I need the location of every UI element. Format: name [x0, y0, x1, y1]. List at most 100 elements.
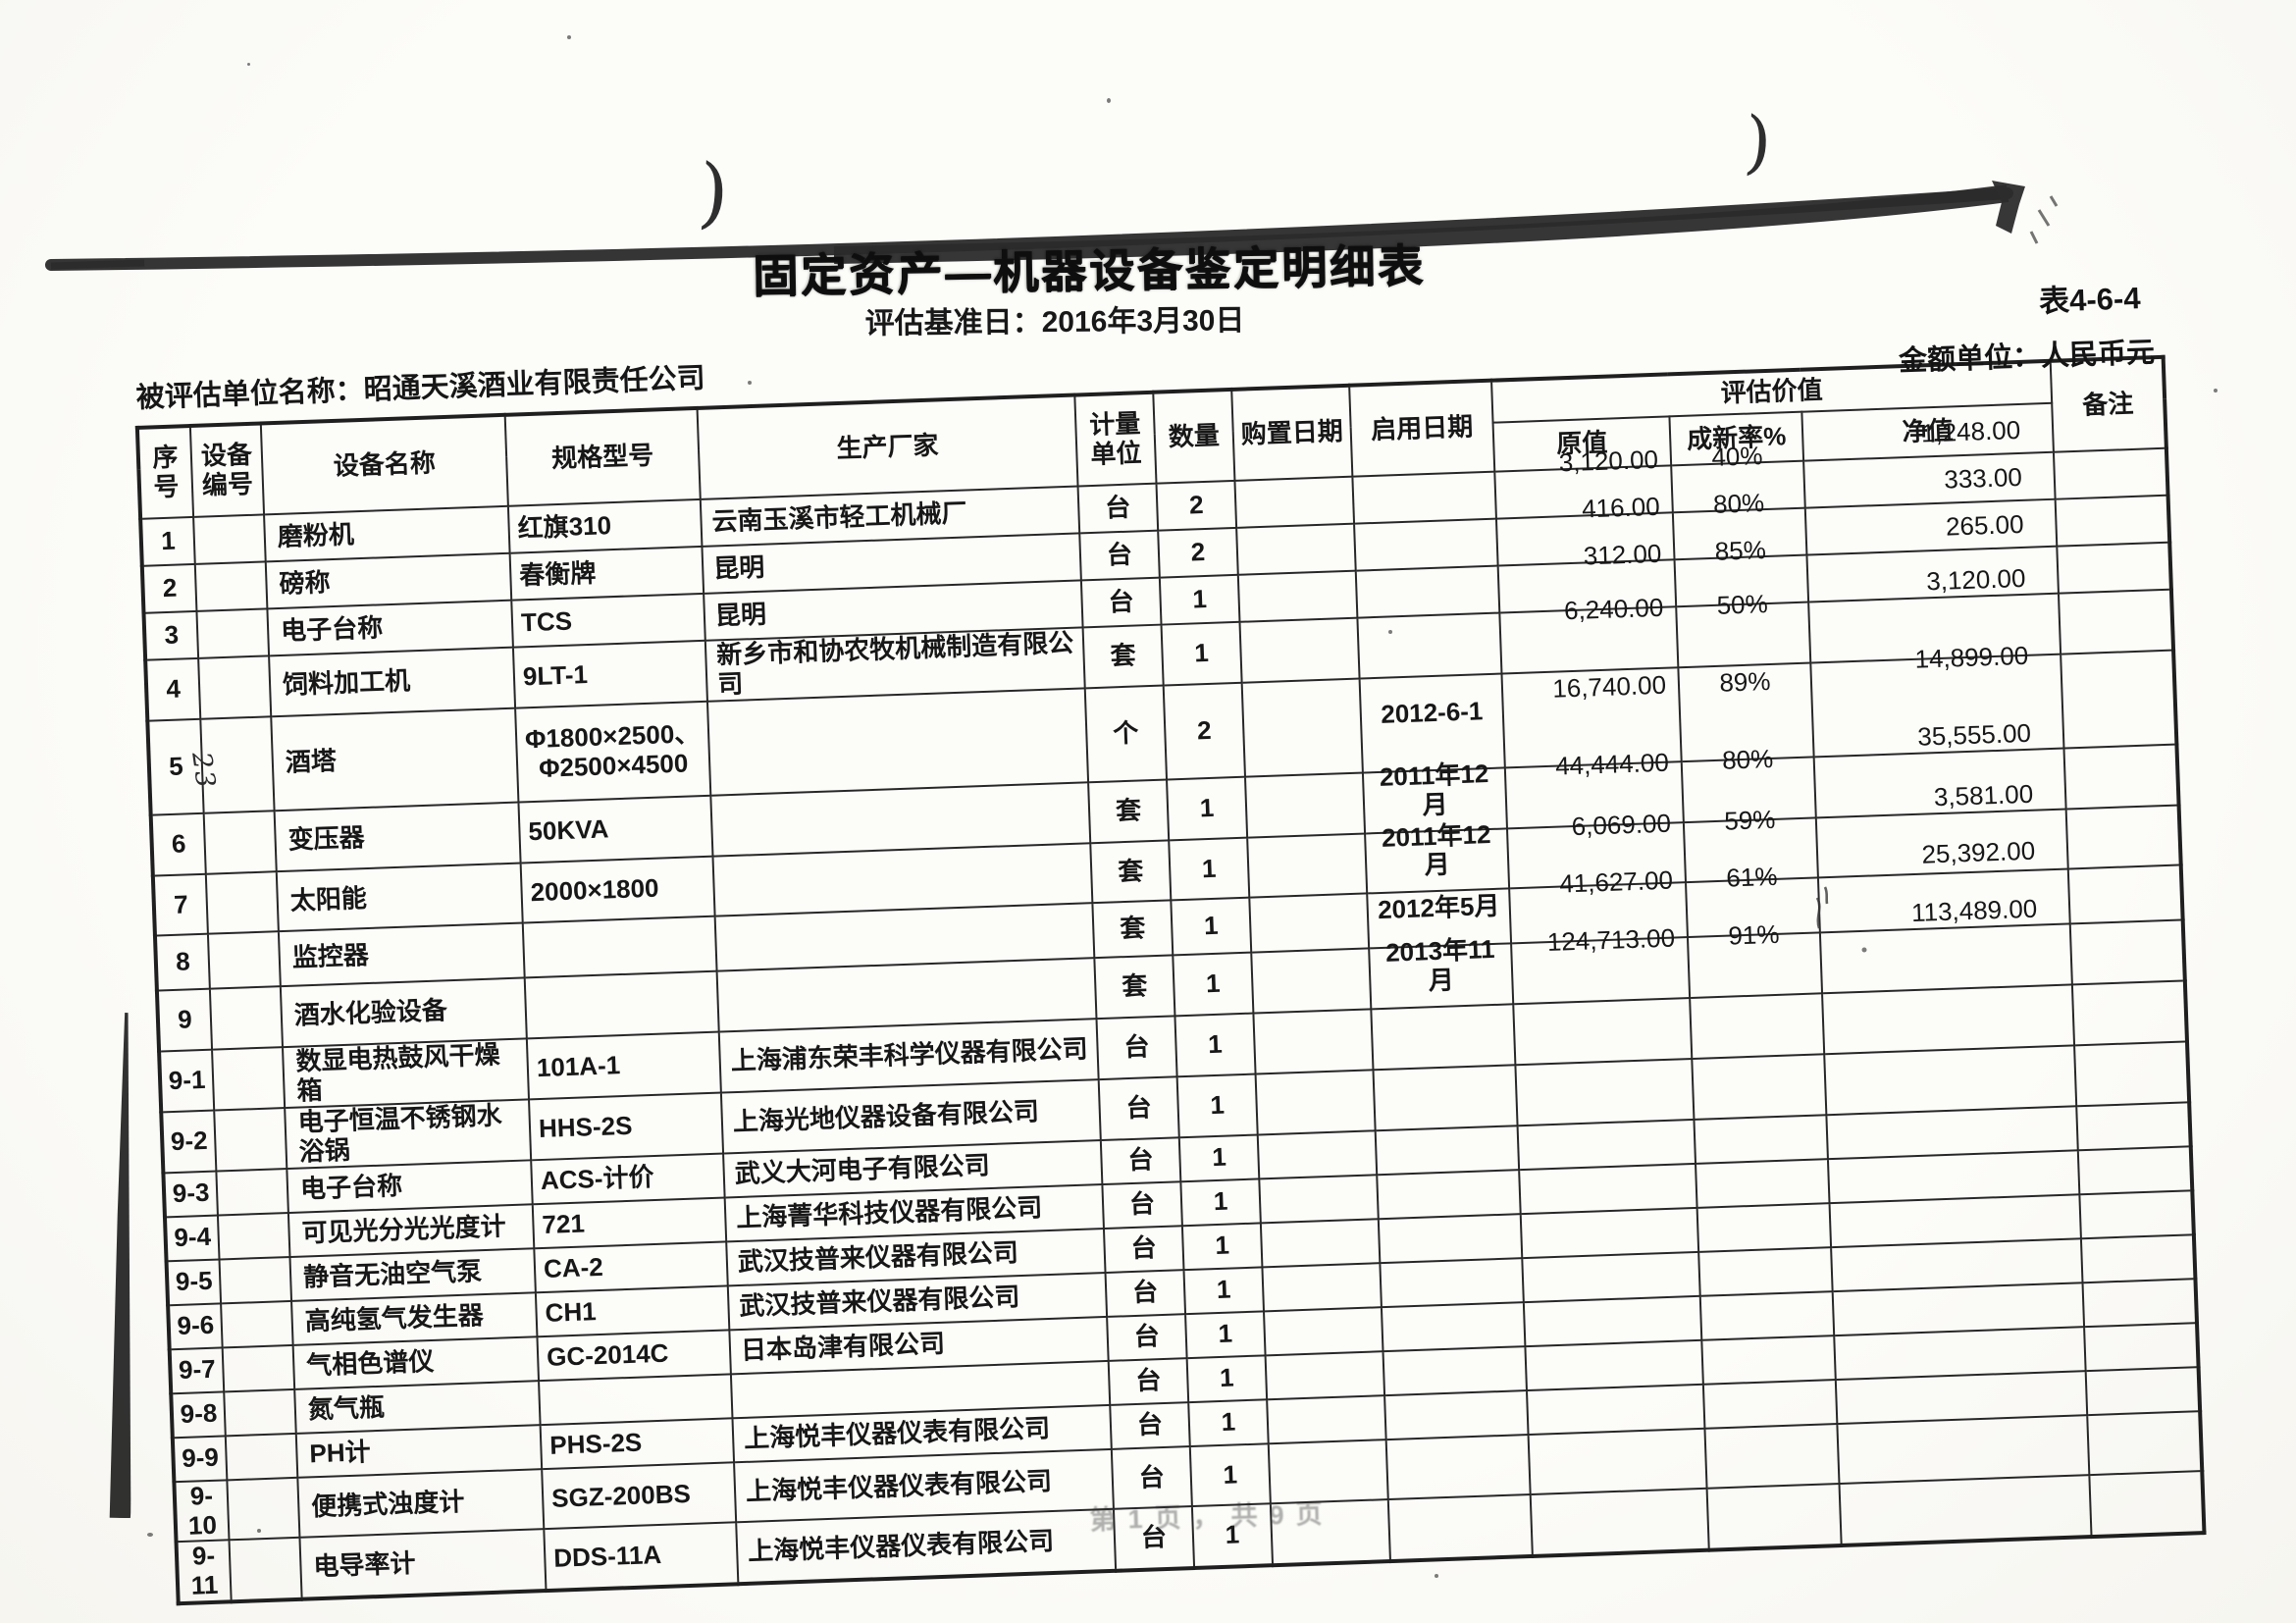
header-unit: 计量单位 [1074, 392, 1157, 487]
cell-start-date [1355, 565, 1500, 618]
cell-quantity: 1 [1161, 621, 1242, 686]
cell-equipment-no [196, 608, 270, 658]
cell-equipment-name: 电导率计 [299, 1529, 547, 1600]
cell-purchase-date [1239, 617, 1360, 683]
cell-spec-model: DDS-11A [544, 1522, 739, 1592]
cell-seq: 9-4 [164, 1215, 220, 1262]
cell-remark [2085, 1366, 2201, 1415]
cell-equipment-name: 饲料加工机 [269, 647, 516, 717]
cell-seq: 9-5 [166, 1259, 222, 1306]
scan-edge-artifact [107, 1013, 135, 1518]
cell-newness-rate [1698, 1246, 1833, 1296]
cell-purchase-date [1265, 1350, 1385, 1400]
header-quantity: 数量 [1153, 389, 1235, 484]
header-purchase-date: 购置日期 [1231, 385, 1353, 481]
cell-purchase-date [1234, 476, 1355, 528]
cell-start-date [1373, 1065, 1518, 1130]
scan-speck [567, 35, 571, 39]
cell-spec-model: Φ1800×2500、 Φ2500×4500 [515, 701, 711, 803]
cell-equipment-no [207, 931, 281, 990]
cell-spec-model: SGZ-200BS [542, 1462, 737, 1530]
cell-equipment-no [229, 1538, 302, 1602]
cell-newness-rate [1699, 1290, 1835, 1340]
cell-seq: 3 [143, 610, 199, 660]
cell-seq: 9-8 [171, 1391, 226, 1438]
cell-equipment-no [224, 1388, 296, 1437]
cell-newness-rate [1696, 1202, 1832, 1252]
cell-newness-rate [1696, 1158, 1830, 1208]
cell-start-date: 2013年11月 [1369, 934, 1514, 1010]
cell-equipment-name: 电子台称 [267, 600, 513, 656]
cell-original-value [1530, 1489, 1709, 1557]
cell-spec-model: 50KVA [518, 795, 713, 864]
cell-remark [2079, 1189, 2194, 1238]
cell-equipment-no [217, 1212, 290, 1260]
cell-quantity: 1 [1185, 1311, 1266, 1358]
cell-net-value [1839, 1475, 2092, 1546]
cell-quantity: 2 [1158, 527, 1238, 578]
cell-seq: 9-7 [169, 1347, 225, 1393]
cell-equipment-name: 磨粉机 [264, 505, 510, 562]
cell-spec-model [522, 916, 717, 978]
cell-purchase-date [1257, 1129, 1378, 1179]
cell-purchase-date [1241, 678, 1363, 777]
cell-remark [2077, 1145, 2193, 1194]
cell-quantity: 1 [1169, 837, 1250, 901]
cell-spec-model: 9LT-1 [512, 640, 707, 708]
cell-seq: 9-1 [159, 1049, 215, 1113]
cell-original-value [1526, 1384, 1705, 1435]
cell-quantity: 2 [1156, 480, 1237, 531]
cell-unit: 台 [1080, 577, 1162, 628]
cell-equipment-no [216, 1168, 288, 1216]
cell-seq: 9-10 [174, 1480, 230, 1543]
cell-quantity: 1 [1181, 1223, 1263, 1270]
header-seq: 序号 [136, 426, 194, 519]
cell-start-date [1357, 612, 1502, 679]
cell-remark [2058, 589, 2174, 654]
cell-purchase-date [1255, 1070, 1376, 1135]
cell-original-value: 6,240.00 [1499, 593, 1679, 674]
cell-start-date [1354, 518, 1498, 571]
cell-equipment-no [219, 1256, 292, 1304]
cell-unit: 台 [1100, 1136, 1181, 1184]
cell-spec-model: ACS-计价 [531, 1153, 725, 1205]
cell-purchase-date [1244, 772, 1366, 838]
cell-remark [2063, 744, 2179, 810]
cell-equipment-no [227, 1477, 300, 1541]
cell-equipment-no [214, 1107, 287, 1172]
cell-remark [2087, 1410, 2203, 1476]
cell-purchase-date [1251, 948, 1372, 1014]
cell-original-value [1525, 1339, 1703, 1390]
header-spec-model: 规格型号 [504, 407, 701, 506]
cell-unit: 套 [1088, 779, 1170, 843]
cell-spec-model: 721 [532, 1197, 727, 1248]
cell-equipment-no [198, 655, 272, 719]
cell-original-value [1513, 998, 1693, 1066]
cell-seq: 9 [156, 989, 213, 1052]
cell-spec-model: 2000×1800 [520, 856, 715, 923]
form-number: 表4-6-4 [2038, 281, 2142, 319]
cell-start-date [1380, 1257, 1524, 1307]
cell-quantity: 1 [1167, 776, 1248, 841]
cell-original-value: 124,713.00 [1511, 923, 1691, 1005]
cell-equipment-no [209, 986, 284, 1050]
cell-purchase-date [1263, 1306, 1383, 1356]
cell-remark [2067, 864, 2183, 924]
cell-unit: 套 [1092, 900, 1174, 959]
cell-spec-model: TCS [511, 593, 705, 648]
cell-equipment-name: 数显电热鼓风干燥箱 [283, 1038, 530, 1108]
cell-remark [2065, 805, 2181, 869]
cell-spec-model: HHS-2S [529, 1092, 724, 1161]
cell-equipment-name: 酒水化验设备 [280, 977, 527, 1048]
cell-original-value [1515, 1058, 1695, 1126]
cell-unit: 套 [1094, 955, 1175, 1020]
cell-newness-rate [1701, 1335, 1836, 1385]
cell-spec-model: 101A-1 [526, 1031, 721, 1100]
cell-manufacturer [706, 688, 1089, 796]
cell-equipment-no [221, 1300, 293, 1348]
cell-quantity: 1 [1180, 1178, 1261, 1226]
cell-remark [2057, 542, 2171, 594]
cell-net-value [1837, 1414, 2090, 1485]
scan-speck [247, 63, 250, 66]
